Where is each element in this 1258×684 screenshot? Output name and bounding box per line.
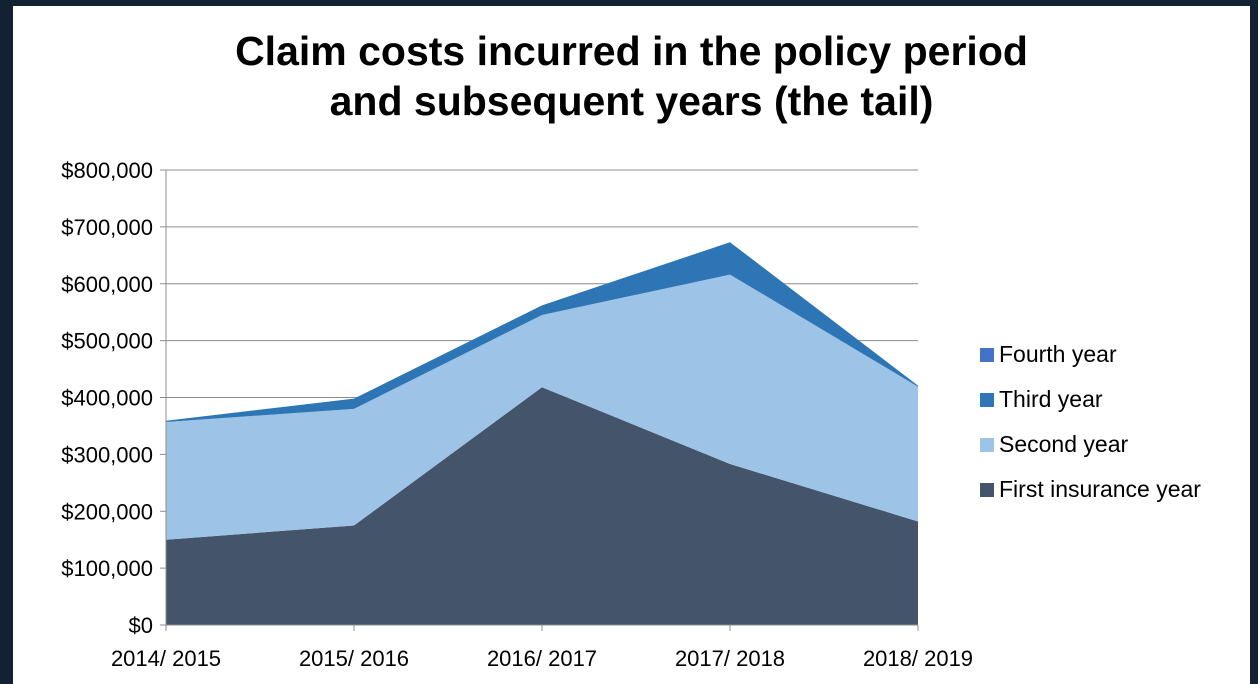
y-tick-label: $0 xyxy=(129,613,153,638)
legend-label: Second year xyxy=(999,431,1129,457)
legend-label: First insurance year xyxy=(999,476,1201,502)
y-tick-label: $400,000 xyxy=(61,386,153,411)
x-tick-label: 2014/ 2015 xyxy=(111,646,221,671)
legend-swatch xyxy=(980,437,994,452)
legend-swatch xyxy=(980,347,994,362)
legend-swatch xyxy=(980,392,994,407)
x-tick-label: 2017/ 2018 xyxy=(675,646,785,671)
legend-swatch xyxy=(980,482,994,497)
y-tick-label: $100,000 xyxy=(61,556,153,581)
y-tick-label: $500,000 xyxy=(61,329,153,354)
y-tick-label: $700,000 xyxy=(61,215,153,240)
area-first-insurance-year xyxy=(166,387,918,625)
y-tick-labels: $0 $100,000 $200,000 $300,000 $400,000 $500,0… xyxy=(61,158,153,638)
y-tick-label: $600,000 xyxy=(61,272,153,297)
legend: Fourth year Third year Second year First in… xyxy=(980,332,1250,512)
x-tick-label: 2015/ 2016 xyxy=(299,646,409,671)
y-tick-label: $300,000 xyxy=(61,442,153,467)
y-tick-label: $200,000 xyxy=(61,499,153,524)
x-tick-label: 2016/ 2017 xyxy=(487,646,597,671)
legend-label: Fourth year xyxy=(999,341,1117,367)
legend-item: Third year xyxy=(980,377,1250,422)
chart-title-line-2: and subsequent years (the tail) xyxy=(329,78,934,124)
chart-title: Claim costs incurred in the policy perio… xyxy=(13,26,1250,126)
legend-item: Fourth year xyxy=(980,332,1250,377)
legend-item: First insurance year xyxy=(980,467,1250,512)
area-second-year xyxy=(166,274,918,540)
axes xyxy=(160,169,919,631)
x-tick-label: 2018/ 2019 xyxy=(863,646,973,671)
x-tick-labels: 2014/ 2015 2015/ 2016 2016/ 2017 2017/ 2018… xyxy=(111,646,973,671)
stacked-areas xyxy=(166,242,918,625)
legend-item: Second year xyxy=(980,422,1250,467)
y-tick-label: $800,000 xyxy=(61,158,153,183)
chart-title-line-1: Claim costs incurred in the policy perio… xyxy=(235,28,1028,74)
legend-label: Third year xyxy=(999,386,1103,412)
